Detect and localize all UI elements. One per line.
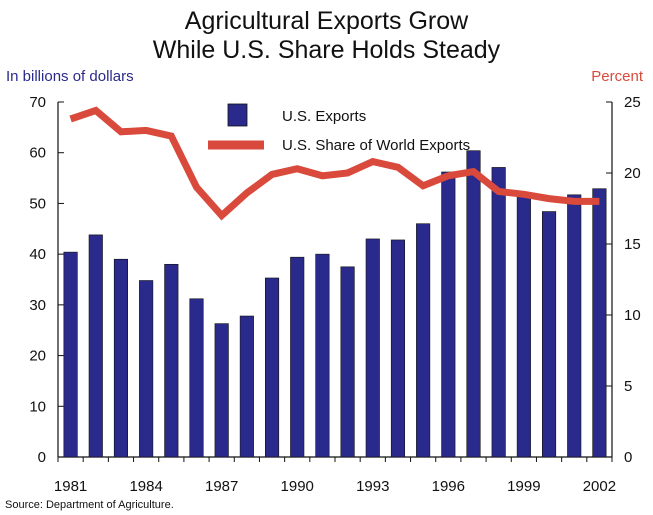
bar-us-exports — [214, 323, 229, 458]
x-tick-label: 1996 — [432, 478, 465, 495]
x-tick-label: 1987 — [205, 478, 238, 495]
bar-us-exports — [264, 277, 280, 458]
bar-us-exports — [390, 239, 406, 458]
left-tick-label: 10 — [29, 398, 46, 415]
bar-us-exports — [315, 253, 330, 458]
bar-us-exports — [164, 263, 179, 458]
chart-title-line-1: Agricultural Exports Grow — [184, 7, 469, 35]
right-tick-label: 20 — [624, 165, 641, 182]
right-tick-label: 5 — [624, 378, 632, 395]
source-note: Source: Department of Agriculture. — [5, 499, 174, 511]
line-us-share — [69, 106, 600, 221]
bar-us-exports — [567, 194, 582, 458]
bar-us-exports — [239, 315, 254, 458]
bar-us-exports — [416, 223, 431, 458]
right-axis-unit-label: Percent — [591, 68, 643, 85]
bar-us-exports — [189, 298, 204, 458]
x-tick-label: 1981 — [54, 478, 87, 495]
x-tick-label: 2002 — [583, 478, 616, 495]
bar-us-exports — [88, 234, 103, 458]
legend-label-share: U.S. Share of World Exports — [282, 137, 470, 154]
chart-axes: 0 10 20 30 40 50 60 70 0 5 10 15 20 25 1981 1984 1987 199… — [29, 94, 640, 495]
bar-us-exports — [340, 266, 355, 458]
left-tick-label: 40 — [29, 246, 46, 263]
left-axis-unit-label: In billions of dollars — [6, 68, 134, 85]
bar-us-exports — [365, 238, 380, 458]
bar-us-exports — [541, 211, 557, 458]
bar-us-exports — [63, 251, 78, 458]
left-tick-label: 60 — [29, 145, 46, 162]
chart-title-line-2: While U.S. Share Holds Steady — [152, 36, 501, 64]
x-tick-label: 1999 — [507, 478, 540, 495]
bar-us-exports — [290, 256, 305, 458]
bar-us-exports — [516, 195, 531, 458]
bar-us-exports — [113, 258, 129, 458]
legend-label-exports: U.S. Exports — [282, 108, 366, 125]
bar-us-exports — [491, 167, 506, 458]
bar-us-exports — [592, 188, 607, 458]
right-tick-label: 15 — [624, 236, 641, 253]
left-tick-label: 0 — [38, 449, 46, 466]
left-tick-label: 20 — [29, 348, 46, 365]
left-tick-label: 30 — [29, 297, 46, 314]
right-tick-label: 10 — [624, 307, 641, 324]
x-tick-label: 1993 — [356, 478, 389, 495]
legend-swatch-exports — [227, 103, 248, 127]
bar-us-exports — [441, 171, 456, 458]
right-tick-label: 0 — [624, 449, 632, 466]
left-tick-label: 50 — [29, 195, 46, 212]
chart-legend: U.S. Exports U.S. Share of World Exports — [208, 103, 470, 154]
bar-us-exports — [139, 280, 154, 458]
x-tick-label: 1990 — [281, 478, 314, 495]
bar-us-exports — [466, 150, 481, 458]
bar-series — [63, 150, 607, 458]
x-tick-label: 1984 — [129, 478, 162, 495]
left-tick-label: 70 — [29, 94, 46, 111]
right-tick-label: 25 — [624, 94, 641, 111]
line-series — [69, 106, 600, 221]
